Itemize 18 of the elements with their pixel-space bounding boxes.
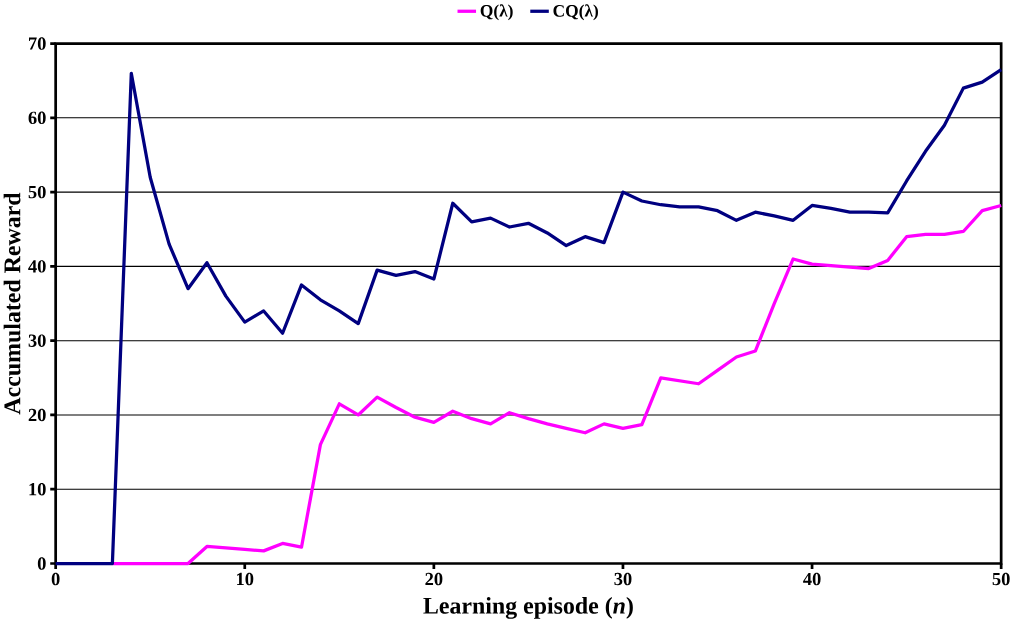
y-tick-label: 70 (29, 37, 46, 50)
y-tick-label: 10 (29, 482, 46, 496)
y-tick-label: 30 (28, 334, 46, 347)
y-tick-label: 50 (28, 185, 46, 199)
y-tick-label: 60 (28, 111, 46, 124)
x-axis-title: Learning episode (n) (423, 596, 633, 619)
y-tick-label: 40 (28, 259, 46, 273)
x-tick-label: 30 (614, 572, 632, 585)
x-tick-label: 0 (51, 572, 60, 585)
y-axis-title: Accumulated Reward (3, 192, 21, 415)
legend-label: Q(λ) (480, 4, 513, 21)
x-tick-label: 20 (425, 572, 443, 585)
y-tick-label: 0 (37, 557, 46, 570)
x-tick-label: 40 (803, 572, 821, 585)
legend-label: CQ(λ) (553, 4, 598, 21)
y-tick-label: 20 (28, 408, 46, 421)
x-tick-label: 50 (992, 572, 1010, 585)
x-tick-label: 10 (237, 572, 254, 585)
